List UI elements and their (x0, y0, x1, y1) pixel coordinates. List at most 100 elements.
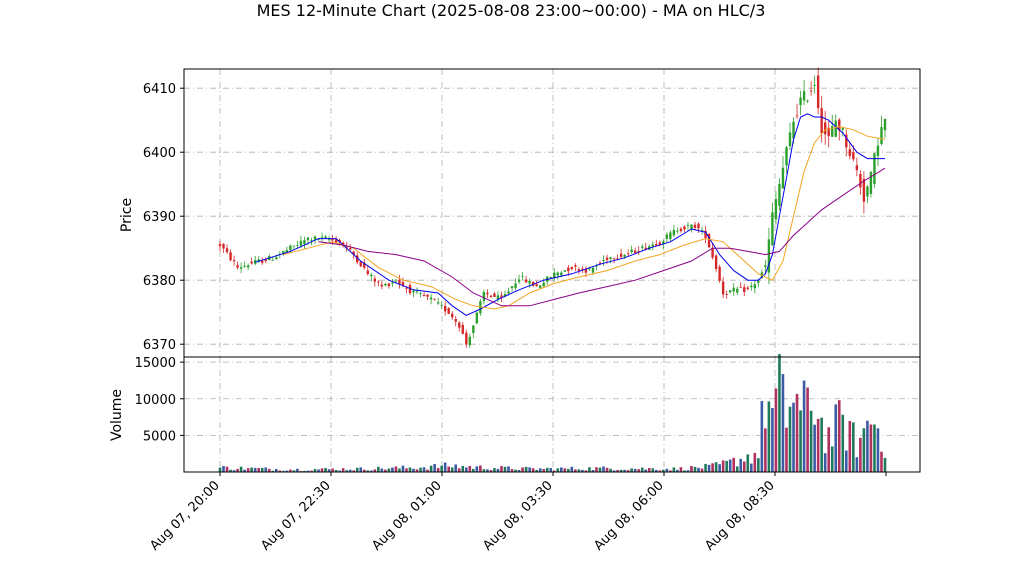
volume-bar (602, 466, 605, 472)
volume-bar (859, 437, 862, 472)
volume-bar (475, 466, 479, 472)
volume-bar (384, 469, 387, 472)
volume-bar (549, 468, 553, 472)
volume-bar (757, 458, 760, 472)
candle-body (538, 285, 542, 288)
candle-body (391, 282, 394, 284)
candle-body (405, 287, 408, 289)
candle-body (356, 255, 359, 263)
volume-bar (552, 470, 556, 472)
volume-bar (503, 466, 507, 472)
candle-body (665, 234, 669, 239)
candle-body (517, 279, 521, 282)
candle-body (239, 267, 243, 269)
candle-body (451, 313, 454, 318)
volume-bar (394, 466, 398, 472)
candle-body (570, 266, 574, 270)
volume-bar (683, 470, 686, 472)
price-y-ticks: 6370 6380 6390 6400 6410 (143, 82, 184, 353)
candle-body (876, 145, 880, 157)
volume-bar (873, 424, 876, 472)
candle-body (686, 225, 690, 226)
volume-bar (538, 468, 542, 472)
volume-bar (257, 468, 261, 472)
volume-bar (345, 470, 348, 472)
volume-bar (507, 466, 510, 472)
volume-bar (239, 466, 243, 472)
volume-bar (524, 466, 528, 472)
volume-bar (405, 468, 408, 472)
volume-bar (672, 467, 676, 472)
volume-bar (658, 470, 662, 472)
volume-bar (436, 467, 440, 472)
candle-body (320, 236, 324, 238)
candle-body (820, 108, 823, 134)
volume-bar (429, 465, 433, 472)
volume-bar (246, 468, 250, 472)
candle-body (299, 240, 303, 246)
volume-bar (612, 470, 616, 472)
volume-bar (496, 468, 500, 472)
candle-body (728, 290, 732, 293)
candle-body (651, 244, 654, 247)
volume-bar (866, 420, 869, 472)
volume-bar (841, 414, 845, 472)
volume-bar (243, 469, 246, 472)
volume-bar (637, 469, 641, 472)
volume-bar (271, 470, 275, 472)
x-tick-label: Aug 07, 22:30 (258, 478, 334, 554)
volume-bar (676, 469, 679, 472)
candle-body (285, 250, 289, 253)
chart-title: MES 12-Minute Chart (2025-08-08 23:00~00… (257, 1, 766, 20)
candle-body (809, 90, 813, 92)
volume-bar (303, 470, 306, 472)
volume-bar (753, 452, 757, 472)
candle-body (250, 261, 253, 264)
volume-bar (771, 408, 774, 472)
candle-body (655, 244, 658, 246)
volume-bar (848, 420, 852, 472)
x-ticks: Aug 07, 20:00 Aug 07, 22:30 Aug 08, 01:00 A… (147, 472, 887, 554)
volume-bar (880, 451, 883, 472)
candle-body (834, 120, 837, 137)
volume-bar (774, 388, 778, 472)
candle-body (507, 291, 510, 294)
candle-body (567, 267, 570, 272)
candle-body (549, 276, 552, 278)
volume-bar (362, 469, 366, 472)
volume-bar (468, 465, 472, 472)
candle-body (475, 312, 479, 324)
price-y-tick-label: 6370 (143, 338, 176, 353)
volume-bar (802, 380, 806, 472)
candle-body (521, 276, 524, 277)
candle-body (313, 236, 317, 240)
volume-bar (324, 468, 327, 472)
volume-bar (830, 446, 834, 472)
candle-body (672, 229, 676, 236)
volume-bar (834, 404, 838, 472)
candle-body (535, 284, 538, 287)
candle-body (823, 122, 827, 135)
candle-body (225, 248, 229, 253)
volume-bar (654, 469, 658, 472)
volume-bar (739, 458, 743, 472)
volume-bar (482, 469, 486, 472)
candle-body (757, 280, 760, 283)
candle-body (637, 251, 640, 253)
volume-bar (412, 468, 415, 472)
volume-bar (609, 468, 612, 472)
candle-body (275, 257, 278, 260)
volume-bar (377, 466, 380, 472)
candle-body (563, 270, 567, 272)
volume-bar (823, 453, 827, 472)
volume-bar (690, 465, 693, 472)
candle-body (415, 291, 419, 293)
candle-body (630, 249, 633, 253)
candle-body (714, 255, 718, 269)
volume-bar (697, 467, 700, 472)
candle-body (802, 91, 806, 101)
volume-bar (721, 460, 725, 472)
candle-body (641, 246, 644, 248)
candle-body (774, 199, 778, 220)
candle-body (338, 239, 341, 243)
